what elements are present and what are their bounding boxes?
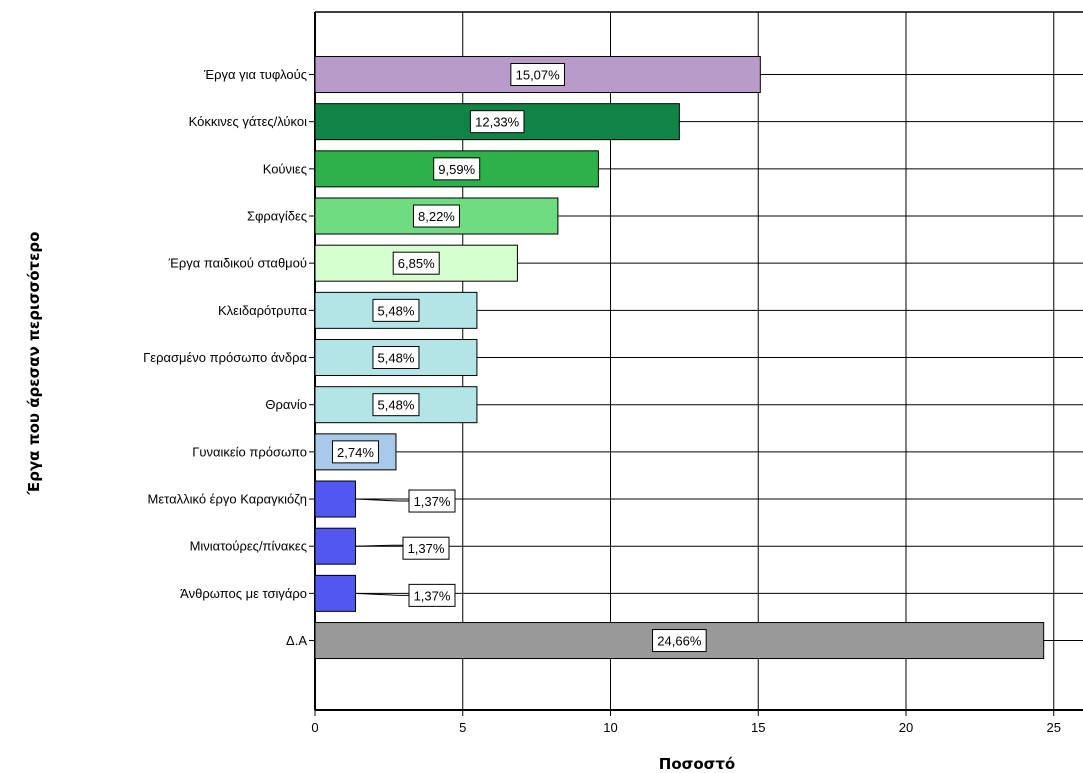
category-label: Γερασμένο πρόσωπο άνδρα [143, 350, 307, 365]
x-tick-label: 15 [751, 720, 765, 735]
data-label-box [408, 583, 456, 607]
category-label: Γυναικείο πρόσωπο [192, 444, 307, 459]
data-label-box [372, 393, 420, 417]
data-label: 9,59% [438, 162, 475, 177]
category-label: Κλειδαρότρυπα [218, 303, 307, 318]
data-label: 12,33% [475, 115, 520, 130]
data-label: 8,22% [418, 209, 455, 224]
bar [314, 574, 356, 612]
data-label: 2,74% [337, 445, 374, 460]
bar [314, 480, 356, 518]
data-label: 5,48% [378, 303, 415, 318]
data-label-box [433, 157, 481, 181]
bar [314, 291, 478, 329]
data-label-box [408, 489, 456, 513]
data-label-box [402, 536, 450, 560]
category-label: Κόκκινες γάτες/λύκοι [189, 114, 307, 129]
data-label-box [652, 629, 707, 653]
category-label: Έργα παιδικού σταθμού [168, 256, 307, 271]
category-label: Σφραγίδες [247, 209, 307, 224]
data-label: 6,85% [398, 256, 435, 271]
x-tick-label: 5 [459, 720, 466, 735]
label-leader-line [355, 592, 409, 596]
data-label: 5,48% [378, 351, 415, 366]
category-label: Θρανίο [265, 397, 307, 412]
data-label: 5,48% [378, 398, 415, 413]
x-tick-label: 20 [899, 720, 913, 735]
category-label: Μινιατούρες/πίνακες [190, 539, 307, 554]
data-label-box [510, 63, 565, 86]
x-tick-labels: 0 5 10 15 20 25 [311, 710, 1061, 735]
label-leader-line [355, 544, 403, 547]
x-tick-label: 25 [1047, 720, 1061, 735]
category-label: Κούνιες [263, 161, 307, 176]
data-label-box [469, 110, 525, 134]
x-axis-label: Ποσοστό [659, 755, 735, 773]
data-label-box [412, 204, 460, 228]
data-label-box [372, 346, 420, 370]
data-label: 24,66% [657, 634, 702, 649]
y-axis-label: Έργα που άρεσαν περισσότερο [25, 232, 43, 496]
category-label: Μεταλλικό έργο Καραγκιόζη [148, 492, 307, 507]
category-label: Έργα για τυφλούς [203, 67, 307, 82]
data-label-box [331, 440, 379, 464]
data-label: 1,37% [414, 588, 451, 603]
data-label: 1,37% [408, 541, 445, 556]
x-tick-label: 0 [311, 720, 318, 735]
bar [314, 527, 356, 565]
label-leader-line [355, 498, 409, 502]
x-tick-label: 10 [603, 720, 617, 735]
data-label: 15,07% [516, 68, 561, 83]
category-label: Άνθρωπος με τσιγάρο [180, 586, 307, 601]
data-labels: 15,07% 12,33% 9,59% 8,22% 6,85% 5,48% 5,48% 5,4… [331, 63, 707, 653]
data-label-box [392, 251, 440, 275]
data-label-box [372, 298, 420, 322]
data-label: 1,37% [414, 494, 451, 509]
category-label: Δ.Α [286, 633, 307, 648]
category-labels: Έργα για τυφλούς Κόκκινες γάτες/λύκοι Κούν… [143, 67, 315, 648]
